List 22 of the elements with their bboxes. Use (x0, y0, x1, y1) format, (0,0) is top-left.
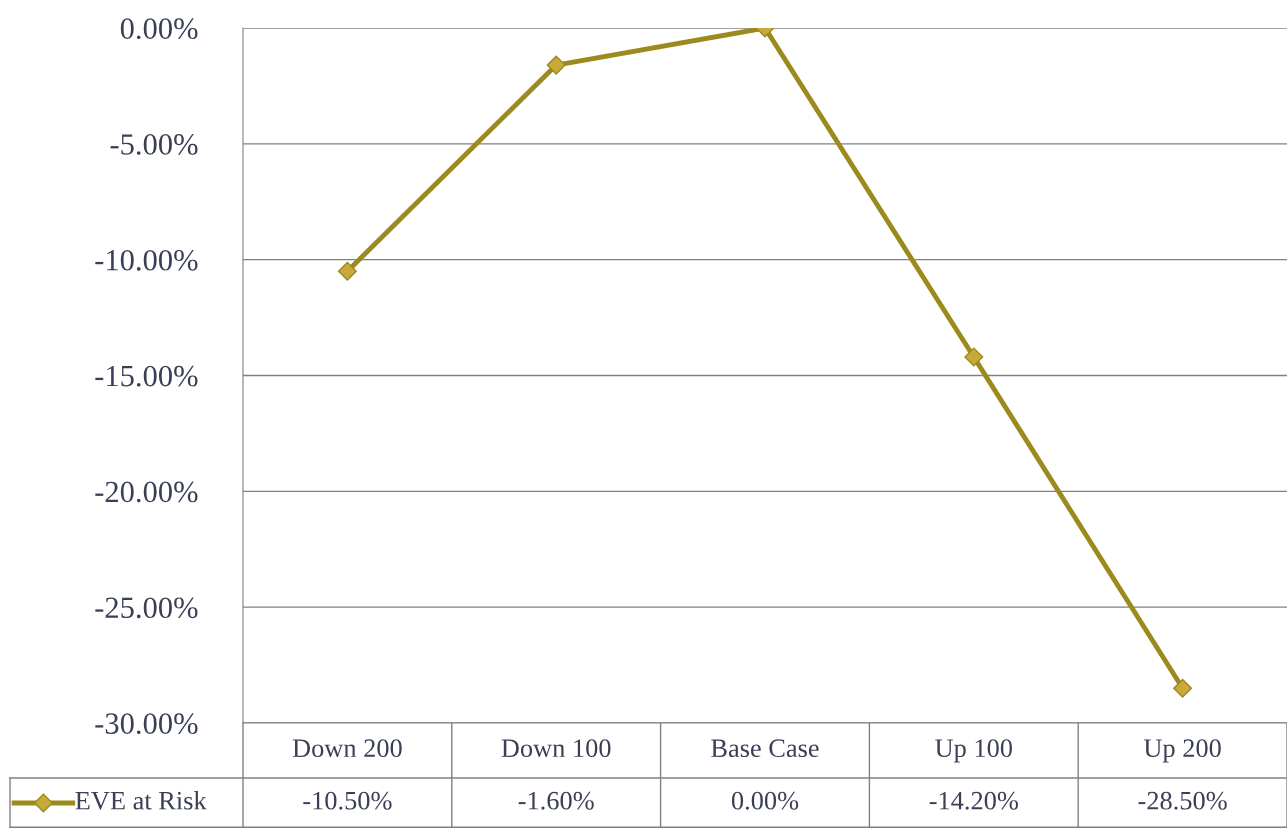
data-label: -14.20% (929, 791, 1018, 810)
x-tick-label: Up 200 (1143, 739, 1221, 763)
point (964, 347, 984, 367)
data-label: -28.50% (1138, 791, 1227, 810)
y-tick-label: -30.00% (95, 713, 198, 735)
data-label: 0.00% (731, 791, 799, 810)
x-tick-label: Down 100 (501, 739, 611, 758)
y-tick-label: 0.00% (120, 18, 198, 40)
x-tick-label: Down 200 (292, 739, 402, 758)
legend-label: EVE at Risk (75, 791, 207, 810)
point (546, 55, 566, 75)
point (337, 261, 357, 281)
y-tick-label: -10.00% (95, 249, 198, 271)
data-label: -1.60% (518, 791, 594, 810)
y-tick-label: -15.00% (95, 365, 198, 387)
data-label: -10.50% (303, 791, 392, 810)
y-tick-label: -25.00% (95, 597, 198, 619)
y-tick-label: -20.00% (95, 481, 198, 503)
x-tick-label: Base Case (711, 739, 819, 758)
y-tick-label: -5.00% (110, 134, 198, 155)
x-tick-label: Up 100 (935, 739, 1013, 763)
point (1173, 678, 1193, 698)
